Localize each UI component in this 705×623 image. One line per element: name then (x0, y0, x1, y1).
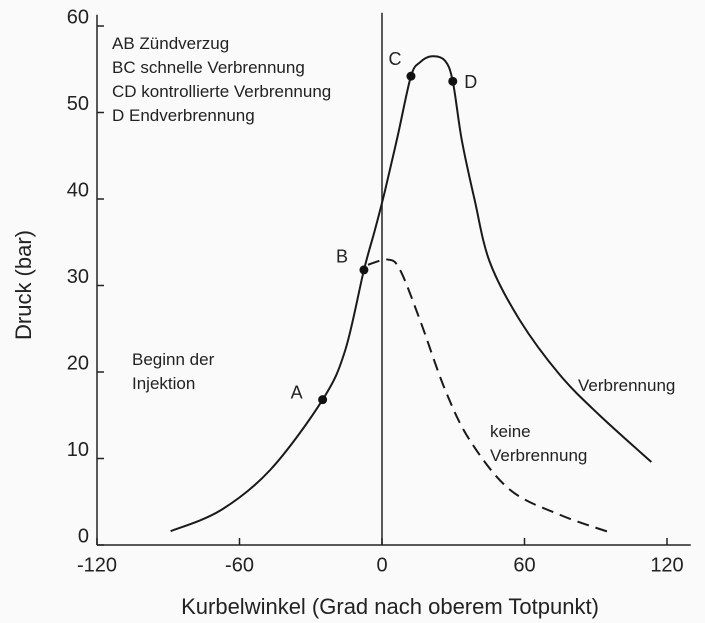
x-tick-label: -60 (225, 554, 254, 576)
x-tick-label: -120 (77, 554, 117, 576)
point-label: C (388, 49, 401, 69)
note: CD kontrollierte Verbrennung (112, 82, 332, 101)
series-label: keine Verbrennung (490, 422, 588, 465)
x-tick-label: 120 (650, 554, 683, 576)
y-tick-label: 10 (67, 439, 89, 461)
notes: AB Zündverzug BC schnelle Verbrennung CD k… (112, 32, 331, 128)
y-tick-label: 60 (67, 6, 89, 28)
note: D Endverbrennung (112, 106, 255, 125)
x-tick-label: 60 (513, 554, 535, 576)
note: BC schnelle Verbrennung (112, 58, 305, 77)
y-tick-label: 30 (67, 266, 89, 288)
y-tick-label: 40 (67, 179, 89, 201)
line (367, 258, 612, 534)
y-tick-label: 0 (78, 525, 89, 547)
series-label: Verbrennung (578, 376, 676, 395)
point (318, 395, 328, 405)
y-tick-label: 20 (67, 352, 89, 374)
y-axis-label: Druck (bar) (11, 230, 36, 340)
x-axis-label: Kurbelwinkel (Grad nach oberem Totpunkt) (181, 594, 599, 619)
y-tick-label: 50 (67, 93, 89, 115)
x-tick-label: 0 (376, 554, 387, 576)
point (359, 265, 369, 275)
note: AB Zündverzug (112, 34, 230, 53)
point (448, 76, 458, 86)
point (406, 71, 416, 81)
line (170, 55, 652, 533)
annotation: Beginn der Injektion (132, 350, 215, 393)
point-label: A (291, 382, 303, 402)
point-label: D (464, 72, 477, 92)
point-label: B (336, 247, 348, 267)
